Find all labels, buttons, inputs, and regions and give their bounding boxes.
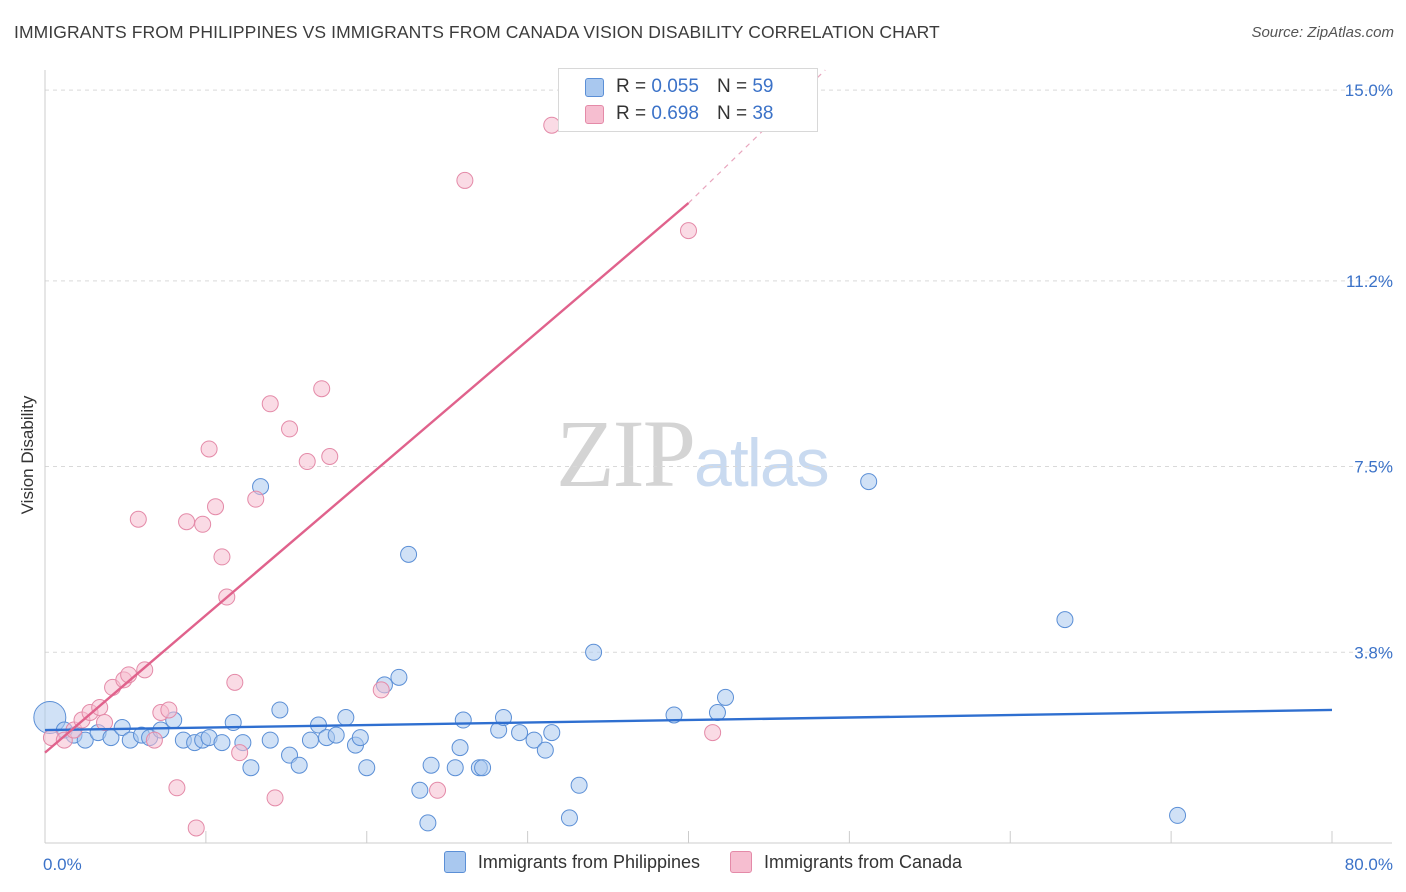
point-philippines xyxy=(337,709,355,727)
point-philippines xyxy=(543,724,561,742)
point-canada xyxy=(187,819,205,837)
point-canada xyxy=(207,498,225,516)
y-tick-label: 11.2% xyxy=(1346,272,1393,291)
legend-r-label: R = xyxy=(616,103,647,124)
watermark-atlas: atlas xyxy=(694,425,830,501)
legend-row-philippines: R = 0.055 N = 59 xyxy=(585,74,773,100)
legend-r-label: R = xyxy=(616,76,647,97)
point-canada xyxy=(247,490,265,508)
point-philippines xyxy=(411,781,429,799)
point-philippines xyxy=(446,759,464,777)
series-name-canada: Immigrants from Canada xyxy=(764,851,963,872)
point-philippines xyxy=(536,741,554,759)
point-philippines xyxy=(511,724,529,742)
point-philippines xyxy=(76,731,94,749)
series-swatch-canada xyxy=(730,851,752,873)
trendline-canada xyxy=(44,202,690,754)
series-legend-canada[interactable]: Immigrants from Canada xyxy=(730,851,962,873)
point-canada xyxy=(226,673,244,691)
point-philippines xyxy=(400,545,418,563)
chart-title: IMMIGRANTS FROM PHILIPPINES VS IMMIGRANT… xyxy=(14,22,940,42)
point-philippines xyxy=(474,759,492,777)
series-legend: Immigrants from Philippines Immigrants f… xyxy=(0,851,1406,873)
legend-n-value: 59 xyxy=(752,76,774,97)
legend-r-value: 0.698 xyxy=(651,103,699,124)
legend-n-label: N = xyxy=(716,76,748,97)
point-philippines xyxy=(290,756,308,774)
point-philippines xyxy=(390,668,408,686)
point-philippines xyxy=(451,739,469,757)
y-tick-label: 15.0% xyxy=(1345,81,1393,100)
point-philippines xyxy=(860,473,878,491)
point-philippines xyxy=(301,731,319,749)
point-philippines xyxy=(261,731,279,749)
point-canada xyxy=(231,744,249,762)
stats-legend: R = 0.055 N = 59 R = 0.698 N = 38 xyxy=(558,68,818,132)
point-canada xyxy=(200,440,218,458)
point-philippines xyxy=(327,726,345,744)
y-axis-label: Vision Disability xyxy=(18,395,37,515)
point-canada xyxy=(313,380,331,398)
point-philippines xyxy=(271,701,289,719)
legend-swatch-philippines xyxy=(585,77,604,97)
series-legend-philippines[interactable]: Immigrants from Philippines xyxy=(443,851,700,873)
series-swatch-philippines xyxy=(443,851,466,873)
point-canada xyxy=(136,661,154,679)
point-philippines xyxy=(560,809,578,827)
point-philippines xyxy=(358,759,376,777)
trendline-philippines xyxy=(44,708,1333,732)
point-canada xyxy=(261,395,279,413)
point-philippines xyxy=(422,756,440,774)
series-name-philippines: Immigrants from Philippines xyxy=(477,851,700,872)
x-tick-label: 80.0% xyxy=(1345,855,1393,874)
point-canada xyxy=(145,731,163,749)
point-canada xyxy=(281,420,299,438)
point-canada xyxy=(429,781,447,799)
point-philippines xyxy=(708,703,726,721)
legend-swatch-canada xyxy=(585,104,604,124)
point-philippines xyxy=(242,759,260,777)
watermark: ZIPatlas xyxy=(556,398,830,509)
point-canada xyxy=(129,510,147,528)
point-canada xyxy=(704,724,722,742)
legend-n-value: 38 xyxy=(752,103,774,124)
point-philippines xyxy=(585,643,603,661)
point-canada xyxy=(178,513,196,531)
point-philippines xyxy=(525,731,543,749)
point-canada xyxy=(96,714,114,732)
point-canada xyxy=(266,789,284,807)
point-canada xyxy=(372,681,390,699)
watermark-zip: ZIP xyxy=(556,400,696,507)
legend-n-label: N = xyxy=(716,103,748,124)
point-canada xyxy=(321,448,339,465)
point-philippines xyxy=(351,729,369,747)
y-tick-label: 7.5% xyxy=(1354,458,1393,477)
point-canada xyxy=(213,548,231,566)
point-philippines xyxy=(1056,611,1074,629)
legend-r-value: 0.055 xyxy=(651,76,699,97)
point-canada xyxy=(298,453,316,471)
point-philippines xyxy=(570,776,588,794)
point-canada xyxy=(680,222,697,240)
point-canada xyxy=(194,515,212,533)
point-canada xyxy=(160,701,178,719)
point-philippines xyxy=(717,688,735,706)
point-philippines xyxy=(213,734,231,752)
x-tick-label: 0.0% xyxy=(43,855,82,874)
y-tick-label: 3.8% xyxy=(1354,643,1393,662)
point-canada xyxy=(168,779,186,797)
legend-row-canada: R = 0.698 N = 38 xyxy=(585,101,773,127)
point-philippines xyxy=(454,711,472,729)
point-philippines xyxy=(419,814,437,832)
trendline-canada-extension xyxy=(688,69,826,204)
point-canada xyxy=(456,171,474,189)
source-credit: Source: ZipAtlas.com xyxy=(1251,24,1394,41)
point-philippines xyxy=(494,709,512,727)
point-philippines xyxy=(1169,806,1187,824)
